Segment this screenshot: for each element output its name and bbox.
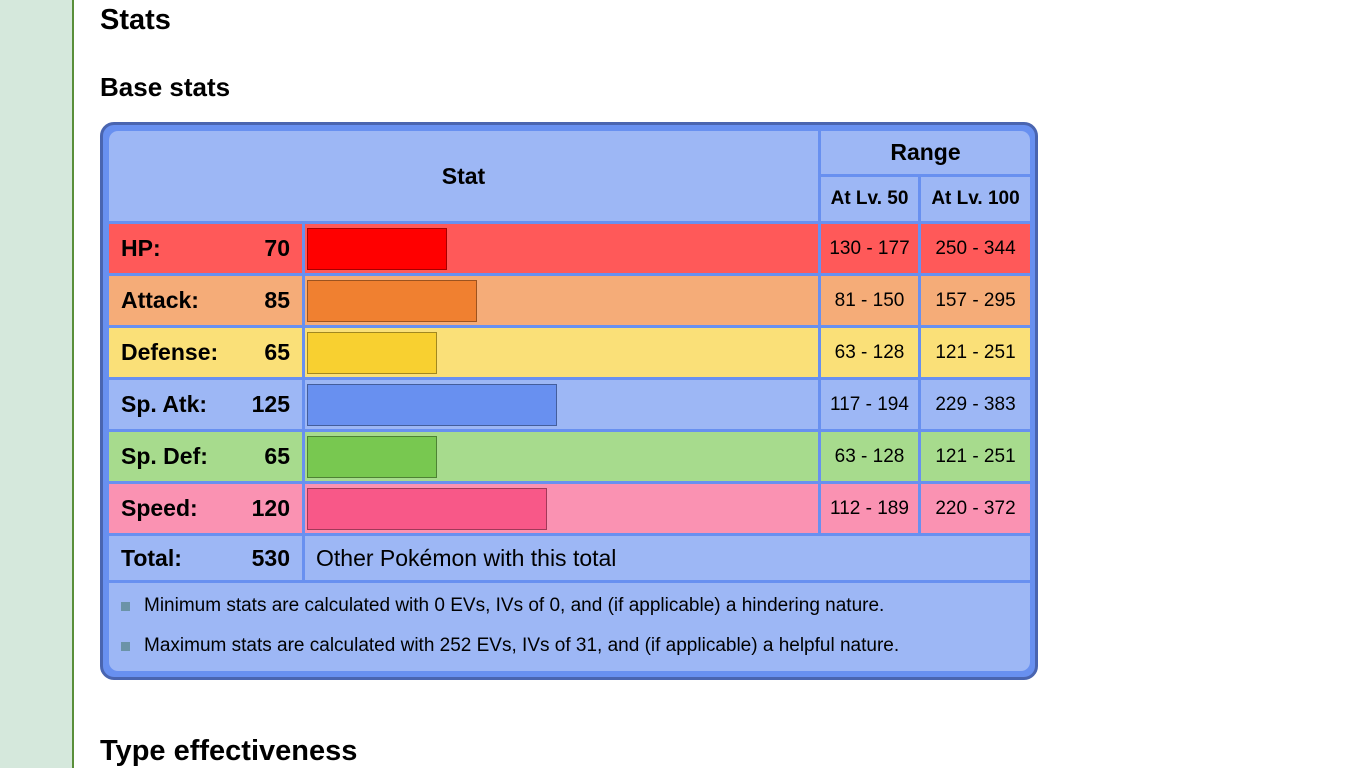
stat-name: Sp. Def: bbox=[121, 443, 208, 469]
stat-value: 85 bbox=[264, 287, 290, 313]
range-lv50-hp: 130 - 177 bbox=[821, 224, 918, 273]
stat-name: Attack: bbox=[121, 287, 199, 313]
stat-name: HP: bbox=[121, 235, 161, 261]
range-lv50-spdef: 63 - 128 bbox=[821, 432, 918, 481]
stat-bar-spdef bbox=[307, 436, 437, 478]
base-stats-table: Stat Range At Lv. 50 At Lv. 100 Total: 5… bbox=[100, 122, 1038, 680]
stat-bar-cell-defense bbox=[305, 328, 818, 377]
section-title-type-effectiveness: Type effectiveness bbox=[100, 735, 358, 767]
stat-bar-attack bbox=[307, 280, 477, 322]
stat-label-cell-hp: HP: 70 bbox=[109, 224, 302, 273]
total-label-cell: Total: 530 bbox=[109, 536, 302, 580]
main-content: Stats Base stats Stat Range At Lv. 50 At… bbox=[100, 0, 1300, 768]
stat-bar-speed bbox=[307, 488, 547, 530]
stat-bar-cell-speed bbox=[305, 484, 818, 533]
range-lv50-defense: 63 - 128 bbox=[821, 328, 918, 377]
other-pokemon-link[interactable]: Other Pokémon with this total bbox=[316, 544, 617, 571]
total-value: 530 bbox=[251, 544, 290, 571]
stat-bar-cell-hp bbox=[305, 224, 818, 273]
note-item-max: Maximum stats are calculated with 252 EV… bbox=[121, 635, 899, 657]
header-range: Range bbox=[821, 131, 1030, 174]
stat-value: 65 bbox=[264, 339, 290, 365]
stats-notes: Minimum stats are calculated with 0 EVs,… bbox=[109, 583, 1030, 671]
stat-label-cell-attack: Attack: 85 bbox=[109, 276, 302, 325]
total-label: Total: bbox=[121, 544, 182, 571]
stat-label-cell-speed: Speed: 120 bbox=[109, 484, 302, 533]
range-lv100-speed: 220 - 372 bbox=[921, 484, 1030, 533]
stat-label-cell-spdef: Sp. Def: 65 bbox=[109, 432, 302, 481]
subsection-title-base-stats: Base stats bbox=[100, 72, 231, 102]
range-lv50-attack: 81 - 150 bbox=[821, 276, 918, 325]
stat-value: 70 bbox=[264, 235, 290, 261]
left-sidebar-strip bbox=[0, 0, 74, 768]
range-lv50-spatk: 117 - 194 bbox=[821, 380, 918, 429]
note-text: Maximum stats are calculated with 252 EV… bbox=[144, 635, 900, 656]
range-lv100-attack: 157 - 295 bbox=[921, 276, 1030, 325]
stat-name: Defense: bbox=[121, 339, 219, 365]
stat-bar-spatk bbox=[307, 384, 557, 426]
stat-name: Speed: bbox=[121, 495, 198, 521]
header-at-lv100: At Lv. 100 bbox=[921, 177, 1030, 221]
note-text: Minimum stats are calculated with 0 EVs,… bbox=[144, 595, 885, 616]
range-lv100-spatk: 229 - 383 bbox=[921, 380, 1030, 429]
header-at-lv50: At Lv. 50 bbox=[821, 177, 918, 221]
range-lv100-hp: 250 - 344 bbox=[921, 224, 1030, 273]
stat-bar-cell-attack bbox=[305, 276, 818, 325]
header-stat: Stat bbox=[109, 131, 818, 221]
stat-label-cell-spatk: Sp. Atk: 125 bbox=[109, 380, 302, 429]
stat-value: 125 bbox=[251, 391, 290, 417]
note-item-min: Minimum stats are calculated with 0 EVs,… bbox=[121, 595, 884, 617]
other-pokemon-cell: Other Pokémon with this total bbox=[305, 536, 1030, 580]
range-lv50-speed: 112 - 189 bbox=[821, 484, 918, 533]
section-title-stats: Stats bbox=[100, 4, 171, 36]
stat-value: 120 bbox=[251, 495, 290, 521]
range-lv100-spdef: 121 - 251 bbox=[921, 432, 1030, 481]
range-lv100-defense: 121 - 251 bbox=[921, 328, 1030, 377]
stat-name: Sp. Atk: bbox=[121, 391, 208, 417]
stat-bar-defense bbox=[307, 332, 437, 374]
stat-value: 65 bbox=[264, 443, 290, 469]
stat-bar-hp bbox=[307, 228, 447, 270]
bullet-icon bbox=[121, 601, 130, 611]
stat-bar-cell-spatk bbox=[305, 380, 818, 429]
bullet-icon bbox=[121, 641, 130, 651]
stat-bar-cell-spdef bbox=[305, 432, 818, 481]
stat-label-cell-defense: Defense: 65 bbox=[109, 328, 302, 377]
